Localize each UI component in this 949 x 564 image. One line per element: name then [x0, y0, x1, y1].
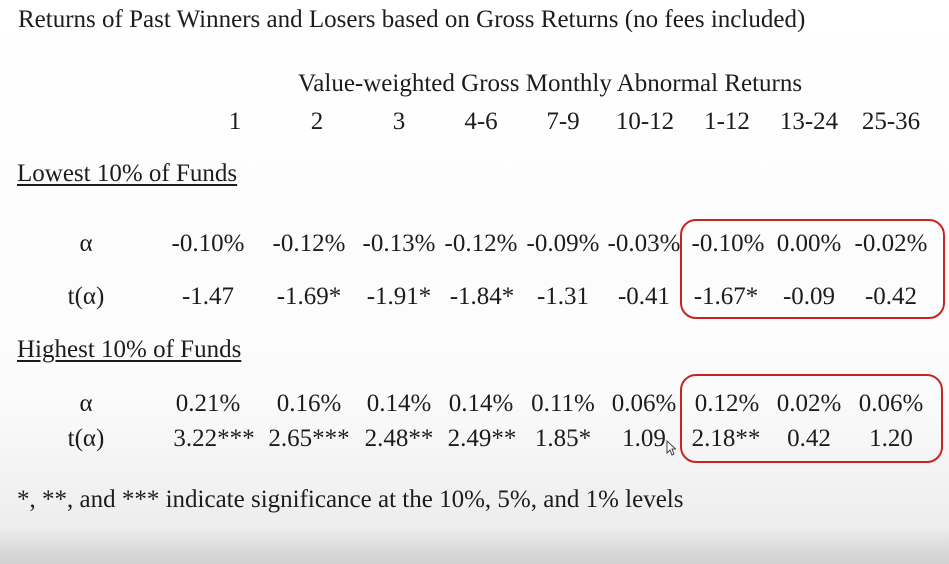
table-subtitle: Value-weighted Gross Monthly Abnormal Re… [298, 70, 803, 97]
table-cell: -0.13% [362, 230, 436, 257]
table-cell: -0.03% [607, 230, 681, 257]
table-cell: -0.41 [617, 283, 671, 310]
column-header: 10-12 [615, 108, 675, 135]
table-cell: -0.42 [864, 283, 918, 310]
column-header: 4-6 [464, 108, 498, 135]
table-cell: -0.12% [444, 230, 518, 257]
row-label-alpha: α [79, 230, 93, 257]
table-cell: 1.20 [869, 425, 913, 452]
table-cell: 0.06% [611, 390, 677, 417]
column-header: 7-9 [546, 108, 580, 135]
table-cell: 3.22*** [173, 425, 255, 452]
column-header: 1-12 [704, 108, 750, 135]
table-cell: 0.02% [776, 390, 842, 417]
table-cell: -0.12% [272, 230, 346, 257]
table-cell: -1.69* [276, 283, 342, 310]
table-cell: 0.00% [776, 230, 842, 257]
table-cell: -1.91* [366, 283, 432, 310]
slide-title: Returns of Past Winners and Losers based… [18, 6, 806, 33]
table-cell: 2.65*** [268, 425, 350, 452]
row-label-t-alpha: t(α) [67, 425, 105, 452]
row-label-alpha: α [79, 390, 93, 417]
table-cell: -1.31 [536, 283, 590, 310]
table-cell: 0.21% [175, 390, 241, 417]
table-cell: 2.18** [691, 425, 761, 452]
table-cell: 0.42 [787, 425, 831, 452]
table-cell: -1.84* [449, 283, 515, 310]
column-header: 1 [228, 108, 242, 135]
highlight-box-highest [680, 374, 943, 463]
table-cell: 2.49** [447, 425, 517, 452]
table-cell: -0.10% [171, 230, 245, 257]
table-cell: 0.14% [448, 390, 514, 417]
table-cell: 0.06% [858, 390, 924, 417]
table-cell: -1.47 [181, 283, 235, 310]
table-cell: 0.14% [366, 390, 432, 417]
table-cell: -1.67* [693, 283, 759, 310]
table-cell: 0.16% [276, 390, 342, 417]
row-label-t-alpha: t(α) [67, 283, 105, 310]
column-header: 2 [310, 108, 324, 135]
column-header: 25-36 [861, 108, 921, 135]
bottom-shade [0, 528, 949, 564]
footnote: *, **, and *** indicate significance at … [17, 486, 684, 513]
table-cell: -0.02% [854, 230, 928, 257]
table-cell: 2.48** [364, 425, 434, 452]
table-cell: 0.11% [531, 390, 595, 417]
section-heading-highest: Highest 10% of Funds [17, 336, 242, 363]
column-header: 3 [392, 108, 406, 135]
table-cell: 0.12% [694, 390, 760, 417]
table-cell: -0.09% [526, 230, 600, 257]
section-heading-lowest: Lowest 10% of Funds [17, 160, 238, 187]
table-cell: 1.09 [622, 425, 666, 452]
column-header: 13-24 [779, 108, 839, 135]
table-cell: -0.10% [691, 230, 765, 257]
mouse-cursor-icon [666, 440, 676, 456]
table-cell: 1.85* [534, 425, 592, 452]
highlight-box-lowest [680, 219, 945, 319]
table-cell: -0.09 [782, 283, 836, 310]
